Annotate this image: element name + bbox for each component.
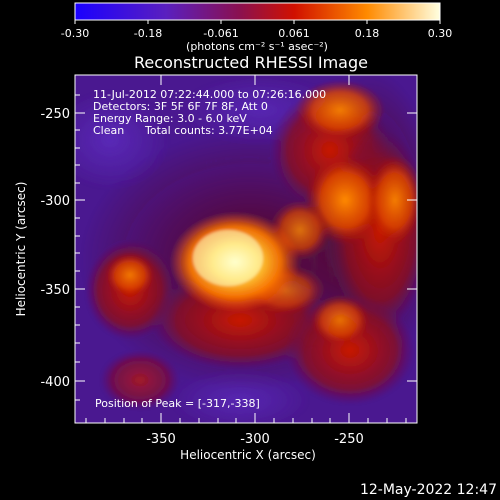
observation-time: 11-Jul-2012 07:22:44.000 to 07:26:16.000 xyxy=(93,88,326,101)
y-tick-label: -300 xyxy=(40,194,70,209)
algorithm-label: Clean xyxy=(93,124,124,137)
colorbar-tick-label: -0.30 xyxy=(61,27,89,40)
colorbar-ticks xyxy=(74,20,441,24)
footer-date: 12-May-2022 12:47 xyxy=(360,482,497,498)
x-tick-label: -350 xyxy=(146,432,176,447)
colorbar-units: (photons cm⁻² s⁻¹ asec⁻²) xyxy=(186,40,328,53)
plot-frame xyxy=(74,74,418,424)
y-axis-ticks xyxy=(75,94,417,401)
x-axis-ticks xyxy=(85,75,407,423)
colorbar xyxy=(74,2,441,21)
x-tick-label: -250 xyxy=(334,432,364,447)
colorbar-tick-label: 0.18 xyxy=(355,27,380,40)
y-tick-label: -250 xyxy=(40,107,70,122)
heatmap-image xyxy=(75,75,417,423)
colorbar-tick-label: -0.18 xyxy=(134,27,162,40)
x-axis-label: Heliocentric X (arcsec) xyxy=(180,448,316,462)
colorbar-tick-label: 0.30 xyxy=(428,27,453,40)
energy-range-label: Energy Range: 3.0 - 6.0 keV xyxy=(93,112,247,125)
colorbar-tick-label: -0.061 xyxy=(203,27,238,40)
y-tick-label: -350 xyxy=(40,283,70,298)
colorbar-tick-label: 0.061 xyxy=(278,27,310,40)
y-axis-label: Heliocentric Y (arcsec) xyxy=(14,182,28,317)
peak-position-label: Position of Peak = [-317,-338] xyxy=(95,397,260,410)
x-tick-label: -300 xyxy=(240,432,270,447)
chart-title: Reconstructed RHESSI Image xyxy=(134,53,368,72)
y-tick-label: -400 xyxy=(40,375,70,390)
detectors-label: Detectors: 3F 5F 6F 7F 8F, Att 0 xyxy=(93,100,268,113)
total-counts-label: Total counts: 3.77E+04 xyxy=(144,124,273,137)
